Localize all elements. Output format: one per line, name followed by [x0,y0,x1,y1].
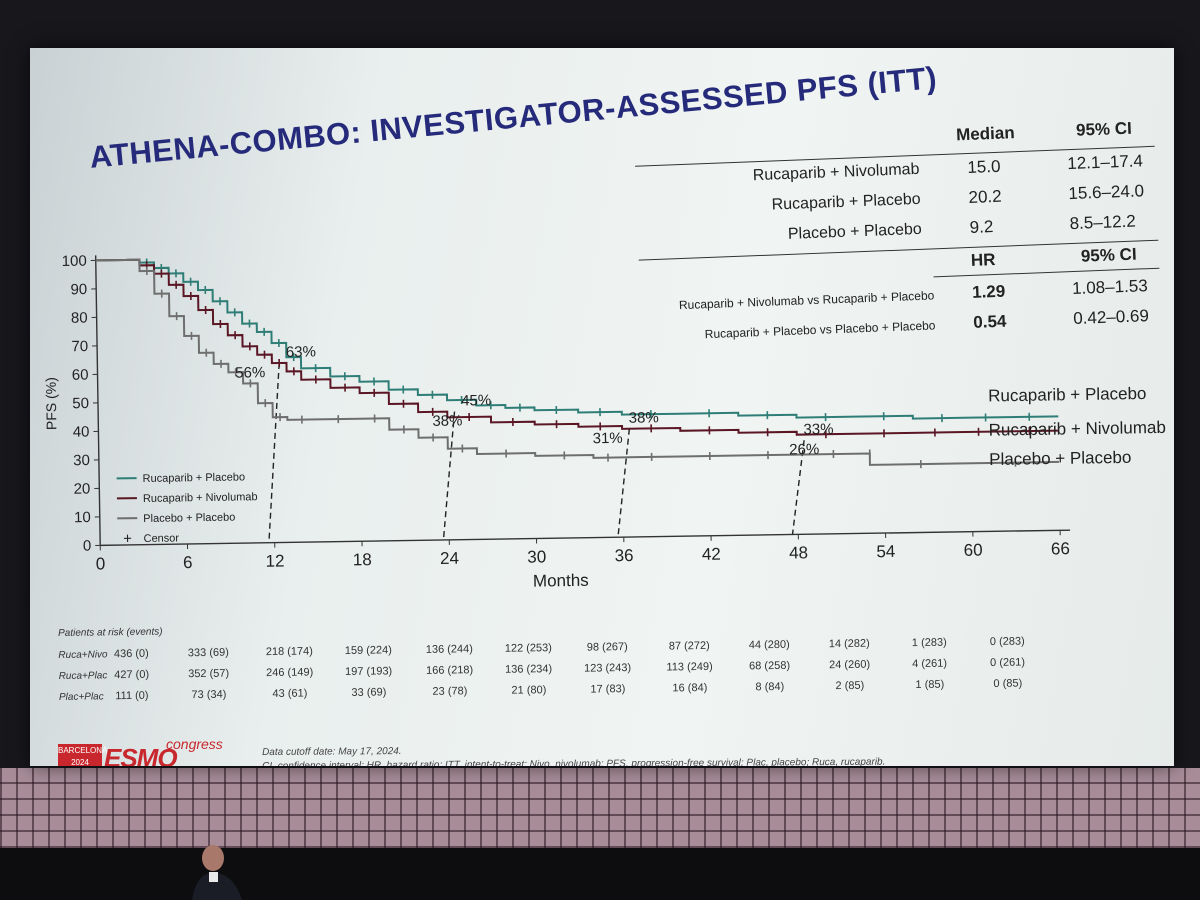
x-tick-label: 42 [702,545,721,564]
y-axis-label: PFS (%) [43,377,60,430]
risk-cell: 1 (85) [915,678,945,692]
median-marker-line [791,440,805,535]
risk-cell: 44 (280) [748,638,790,652]
y-tick-label: 20 [74,481,91,498]
risk-cell: 0 (261) [990,656,1026,669]
risk-cell: 16 (84) [672,681,708,695]
y-tick-label: 10 [74,509,91,526]
risk-header: Patients at risk (events) [58,626,163,639]
risk-cell: 8 (84) [755,680,785,694]
legend-entry: Placebo + Placebo [143,512,235,525]
risk-cell: 4 (261) [912,657,948,671]
risk-cell: 111 (0) [115,689,149,703]
median-annotation: 33% [803,421,833,438]
x-tick-label: 60 [964,541,983,560]
risk-cell: 122 (253) [504,642,552,655]
risk-cell: 333 (69) [187,646,229,660]
end-label: Placebo + Placebo [989,448,1132,469]
y-tick-label: 100 [62,253,87,270]
risk-cell: 159 (224) [344,644,392,657]
median-marker-line [442,411,456,541]
median-annotation: 38% [629,409,659,426]
risk-cell: 136 (234) [504,663,553,676]
x-axis-line [100,529,1071,547]
x-tick-label: 30 [527,547,546,566]
risk-cell: 0 (85) [993,677,1023,690]
median-annotation: 38% [432,412,462,429]
x-tick-label: 6 [183,553,193,572]
y-tick-label: 40 [73,424,90,441]
risk-cell: 87 (272) [668,639,710,653]
risk-cell: 1 (283) [911,636,947,650]
y-tick-label: 80 [71,310,88,327]
stage-backdrop [0,768,1200,848]
y-tick-label: 70 [71,338,88,355]
logo-suffix: congress [166,736,223,752]
risk-cell: 98 (267) [586,641,628,654]
km-curve-placebo-placebo [95,258,1060,466]
risk-cell: 0 (283) [989,635,1025,648]
risk-cell: 24 (260) [829,658,871,672]
median-annotation: 45% [461,392,491,409]
x-tick-label: 18 [353,550,372,569]
x-tick-label: 66 [1051,539,1070,558]
end-label: Rucaparib + Placebo [988,384,1147,405]
logo-name: ESMO [104,743,178,766]
risk-cell: 218 (174) [265,645,313,659]
risk-cell: 352 (57) [188,667,230,681]
median-annotation: 26% [789,441,819,458]
y-axis-line [94,255,101,546]
risk-cell: 14 (282) [828,637,870,651]
speaker-silhouette [192,845,242,900]
risk-cell: 2 (85) [835,679,865,693]
logo-badge: BARCELONA 2024 [58,744,107,766]
legend-entry: Censor [143,532,179,545]
risk-cell: 427 (0) [114,668,150,682]
risk-cell: 123 (243) [583,662,632,675]
x-tick-label: 54 [876,542,895,561]
x-tick-label: 0 [96,554,106,573]
risk-cell: 43 (61) [272,687,308,701]
km-curve-rucaparib-placebo [95,258,1059,420]
y-tick-label: 50 [72,395,89,412]
legend-entry: Rucaparib + Placebo [143,471,246,485]
x-tick-label: 12 [265,551,284,570]
stage-floor [0,848,1200,900]
km-chart: 0 10 20 30 40 50 60 70 80 90 100 0 6 12 18 24 30 36 42 48 54… [43,253,1166,591]
median-marker-line [268,362,280,543]
risk-cell: 33 (69) [351,686,387,699]
x-tick-label: 36 [614,546,633,565]
median-annotation: 56% [235,364,265,381]
risk-cell: 113 (249) [666,660,713,674]
x-axis-label: Months [533,571,589,591]
x-tick-label: 24 [440,549,459,568]
x-tick-label: 48 [789,543,808,562]
km-curve-rucaparib-nivolumab [95,258,1059,436]
risk-cell: 136 (244) [425,643,473,656]
risk-cell: 246 (149) [266,666,314,680]
y-tick-label: 60 [72,367,89,384]
y-tick-label: 0 [83,538,92,555]
y-tick-label: 30 [73,452,90,469]
risk-cell: 21 (80) [511,684,547,697]
risk-cell: 166 (218) [426,664,474,677]
risk-cell: 17 (83) [590,683,626,696]
presentation-slide: ATHENA-COMBO: INVESTIGATOR-ASSESSED PFS … [30,48,1174,766]
legend-entry: Rucaparib + Nivolumab [143,491,258,505]
risk-cell: 73 (34) [191,688,227,702]
risk-cell: 23 (78) [432,685,468,698]
patients-at-risk-table: Patients at risk (events) Ruca+Nivo 436 (… [58,613,1139,718]
median-annotation: 63% [286,343,316,360]
legend-censor-symbol: + [123,530,132,547]
risk-cell: 197 (193) [345,665,393,678]
y-tick-label: 90 [70,281,87,298]
median-annotation: 31% [593,430,623,447]
esmo-logo: BARCELONA 2024 ESMO congress [58,736,228,766]
end-label: Rucaparib + Nivolumab [989,418,1166,440]
risk-cell: 436 (0) [113,647,149,661]
risk-cell: 68 (258) [749,659,791,673]
median-marker-line [617,428,631,538]
footnotes: Data cutoff date: May 17, 2024. CI, conf… [262,742,885,766]
